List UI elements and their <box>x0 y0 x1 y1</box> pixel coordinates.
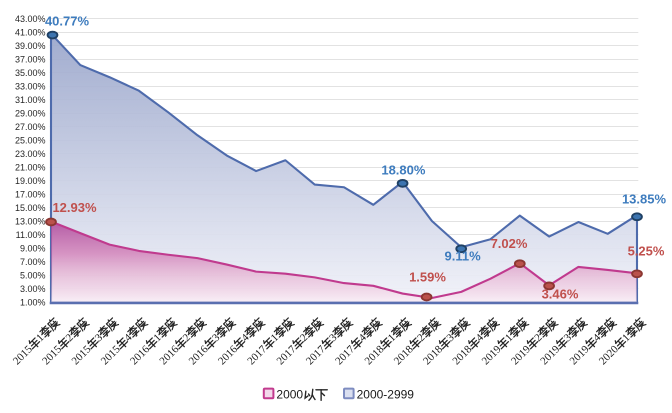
svg-text:43.00%: 43.00% <box>15 14 46 24</box>
svg-text:9.00%: 9.00% <box>20 243 46 253</box>
svg-text:9.11%: 9.11% <box>445 249 482 264</box>
svg-text:2000-2999: 2000-2999 <box>357 387 415 401</box>
svg-text:40.77%: 40.77% <box>45 14 90 29</box>
svg-text:12.93%: 12.93% <box>52 200 97 215</box>
svg-text:1.59%: 1.59% <box>409 270 446 285</box>
svg-text:11.00%: 11.00% <box>16 230 46 240</box>
svg-text:13.00%: 13.00% <box>15 216 46 226</box>
svg-text:37.00%: 37.00% <box>15 54 46 64</box>
svg-text:13.85%: 13.85% <box>622 191 667 206</box>
svg-text:17.00%: 17.00% <box>15 189 46 199</box>
svg-text:23.00%: 23.00% <box>15 149 46 159</box>
svg-text:5.25%: 5.25% <box>628 244 665 259</box>
svg-text:7.02%: 7.02% <box>491 236 528 251</box>
svg-text:41.00%: 41.00% <box>15 27 46 37</box>
svg-text:7.00%: 7.00% <box>20 257 46 267</box>
svg-text:18.80%: 18.80% <box>381 163 426 178</box>
svg-text:27.00%: 27.00% <box>15 122 46 132</box>
svg-text:3.46%: 3.46% <box>542 287 579 302</box>
svg-text:19.00%: 19.00% <box>15 176 46 186</box>
svg-text:35.00%: 35.00% <box>15 68 46 78</box>
svg-text:25.00%: 25.00% <box>15 135 46 145</box>
svg-text:15.00%: 15.00% <box>15 203 46 213</box>
svg-text:5.00%: 5.00% <box>20 270 46 280</box>
svg-text:31.00%: 31.00% <box>15 95 46 105</box>
svg-text:39.00%: 39.00% <box>15 41 46 51</box>
svg-text:21.00%: 21.00% <box>15 162 46 172</box>
svg-text:2000: 2000 <box>276 387 303 401</box>
svg-text:3.00%: 3.00% <box>20 284 46 294</box>
svg-text:29.00%: 29.00% <box>15 108 46 118</box>
svg-text:33.00%: 33.00% <box>15 81 46 91</box>
svg-text:1.00%: 1.00% <box>20 297 46 307</box>
